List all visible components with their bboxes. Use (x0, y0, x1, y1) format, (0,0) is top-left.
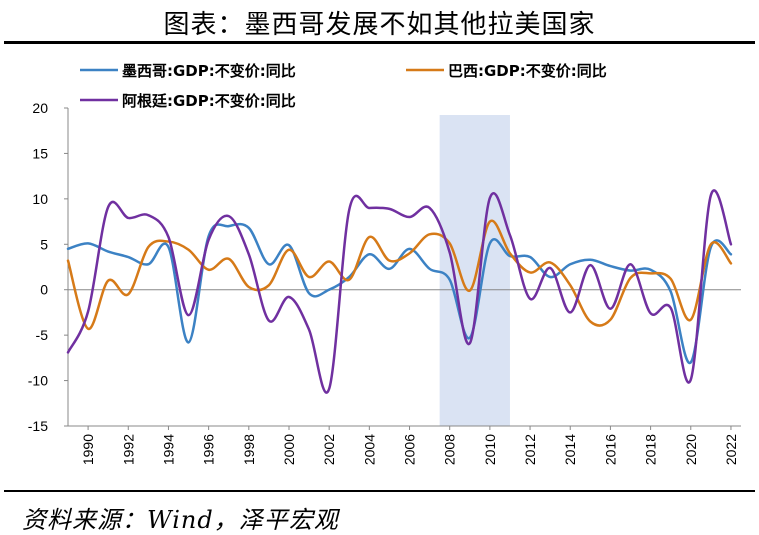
x-tick-label: 2014 (562, 434, 578, 465)
x-tick-label: 2018 (643, 434, 659, 465)
x-tick-label: 2022 (723, 434, 739, 465)
x-tick-label: 2020 (683, 434, 699, 465)
x-tick-label: 2010 (482, 434, 498, 465)
series-line-2 (66, 219, 733, 331)
x-tick-label: 1996 (201, 434, 217, 465)
y-tick-label: 15 (32, 145, 48, 161)
y-tick-label: -10 (28, 373, 48, 389)
legend-label-1: 墨西哥:GDP:不变价:同比 (122, 62, 296, 80)
x-tick-label: 1992 (120, 434, 136, 465)
x-tick-label: 2004 (361, 434, 377, 465)
series-line-3 (66, 189, 733, 394)
y-tick-label: -5 (36, 327, 49, 343)
series-line-1 (66, 222, 733, 364)
x-tick-label: 2006 (402, 434, 418, 465)
x-tick-label: 2000 (281, 434, 297, 465)
legend-label-2: 巴西:GDP:不变价:同比 (448, 62, 607, 80)
source-note: 资料来源：Wind，泽平宏观 (22, 506, 339, 534)
legend-label-3: 阿根廷:GDP:不变价:同比 (122, 92, 296, 110)
y-tick-label: 5 (40, 236, 48, 252)
x-tick-label: 2008 (442, 434, 458, 465)
y-tick-label: 0 (40, 282, 48, 298)
crisis-shaded-region (439, 115, 510, 426)
x-tick-label: 1990 (80, 434, 96, 465)
x-tick-label: 2016 (602, 434, 618, 465)
x-tick-label: 2012 (522, 434, 538, 465)
title-divider (4, 41, 755, 44)
x-tick-label: 1998 (241, 434, 257, 465)
source-divider (4, 490, 755, 492)
y-tick-label: 10 (32, 191, 48, 207)
y-tick-label: -15 (28, 418, 48, 434)
x-tick-label: 1994 (160, 434, 176, 465)
chart-title: 图表：墨西哥发展不如其他拉美国家 (163, 10, 596, 40)
x-tick-label: 2002 (321, 434, 337, 465)
y-tick-label: 20 (32, 100, 48, 116)
